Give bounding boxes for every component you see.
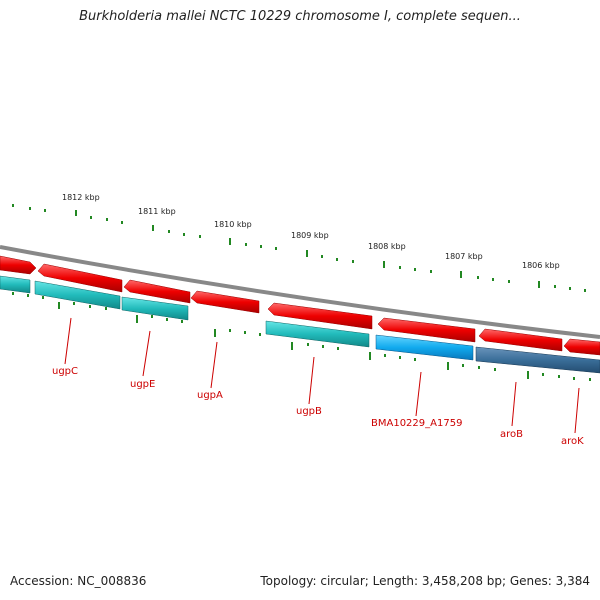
forward-features [0,255,600,356]
outer-scale-ticks [12,204,586,292]
map-title: Burkholderia mallei NCTC 10229 chromosom… [79,9,521,24]
gene-label-ugpe[interactable]: ugpE [130,379,155,390]
inner-scale-ticks [12,292,591,381]
feature-arrow[interactable] [563,338,600,356]
feature-block[interactable] [0,275,31,294]
feature-block[interactable] [121,296,189,321]
feature-block[interactable] [475,346,600,374]
feature-arrow[interactable] [123,279,191,304]
kbp-labels: 1812 kbp 1811 kbp 1810 kbp 1809 kbp 1808… [62,193,560,270]
feature-arrow[interactable] [377,317,476,343]
feature-block[interactable] [265,320,370,348]
feature-arrow[interactable] [190,290,260,314]
feature-arrow[interactable] [267,302,373,330]
gene-label-arok[interactable]: aroK [561,436,584,447]
gene-label-ugpa[interactable]: ugpA [197,390,223,401]
kbp-label: 1808 kbp [368,242,406,251]
kbp-label: 1810 kbp [214,220,252,229]
gene-label-ugpb[interactable]: ugpB [296,406,322,417]
feature-block[interactable] [34,280,121,310]
accession-text: Accession: NC_008836 [10,574,147,588]
gene-label-ugpc[interactable]: ugpC [52,366,78,377]
kbp-label: 1807 kbp [445,252,483,261]
feature-arrow[interactable] [478,328,563,352]
kbp-label: 1809 kbp [291,231,329,240]
gene-label-bma10229-a1759[interactable]: BMA10229_A1759 [371,418,462,429]
kbp-label: 1811 kbp [138,207,176,216]
gene-labels: ugpC ugpE ugpA ugpB BMA10229_A1759 aroB … [52,366,584,447]
feature-block[interactable] [375,334,474,361]
feature-arrow[interactable] [0,255,37,275]
reverse-features [0,275,600,374]
gene-leader-lines [64,317,580,434]
gene-label-arob[interactable]: aroB [500,429,523,440]
feature-arrow[interactable] [37,263,123,293]
kbp-label: 1812 kbp [62,193,100,202]
kbp-label: 1806 kbp [522,261,560,270]
backbone [0,245,600,339]
genome-stats-text: Topology: circular; Length: 3,458,208 bp… [260,574,590,588]
